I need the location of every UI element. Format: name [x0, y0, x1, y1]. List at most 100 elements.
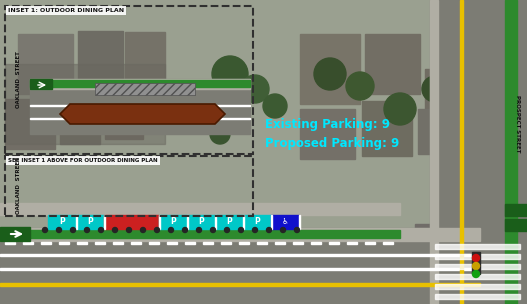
Circle shape [154, 227, 160, 233]
Bar [18, 34, 73, 94]
Bar [5, 6, 253, 154]
Bar [5, 99, 55, 149]
Circle shape [473, 254, 480, 261]
Circle shape [252, 227, 258, 233]
Bar [365, 242, 375, 244]
Text: P: P [254, 217, 260, 226]
Bar [30, 79, 250, 134]
Circle shape [141, 227, 145, 233]
Bar [76, 215, 104, 229]
Bar [167, 242, 177, 244]
Bar [239, 242, 249, 244]
Bar [30, 80, 250, 87]
Text: ♿: ♿ [281, 217, 288, 226]
Bar [440, 164, 495, 244]
Bar [300, 34, 360, 104]
Bar [0, 283, 480, 286]
Bar [0, 230, 400, 238]
Bar [418, 109, 463, 154]
Circle shape [56, 227, 62, 233]
Text: P: P [226, 217, 232, 226]
Bar [60, 96, 100, 144]
Text: P: P [87, 217, 93, 226]
Bar [105, 95, 143, 139]
Bar [104, 215, 159, 229]
Circle shape [197, 227, 201, 233]
Bar [76, 215, 77, 229]
Bar [159, 215, 160, 229]
Bar [0, 228, 480, 241]
Bar [0, 268, 480, 270]
Bar [203, 242, 213, 244]
Bar [472, 252, 480, 274]
Bar [0, 254, 480, 256]
Bar [505, 204, 527, 216]
Bar [430, 0, 527, 304]
Bar [187, 215, 188, 229]
Text: OAKLAND  STREET: OAKLAND STREET [16, 157, 22, 214]
Circle shape [314, 58, 346, 90]
Bar [329, 242, 339, 244]
Text: P: P [170, 217, 176, 226]
Text: P: P [198, 217, 204, 226]
Bar [95, 83, 195, 95]
Bar [215, 215, 243, 229]
Bar [159, 215, 187, 229]
Circle shape [188, 107, 212, 131]
Circle shape [169, 227, 173, 233]
Bar [435, 284, 520, 289]
Circle shape [295, 227, 299, 233]
Text: INSET 1: OUTDOOR DINING PLAN: INSET 1: OUTDOOR DINING PLAN [8, 8, 124, 13]
Circle shape [280, 227, 286, 233]
Circle shape [99, 227, 103, 233]
Bar [465, 99, 505, 149]
Bar [30, 118, 250, 119]
Bar [78, 31, 123, 86]
Bar [0, 203, 400, 215]
Circle shape [84, 227, 90, 233]
Circle shape [43, 227, 47, 233]
Bar [149, 242, 159, 244]
Bar [23, 242, 33, 244]
Circle shape [210, 124, 230, 144]
Bar [30, 79, 52, 89]
Bar [435, 294, 520, 299]
Bar [347, 242, 357, 244]
Circle shape [241, 75, 269, 103]
Bar [5, 64, 165, 144]
Bar [415, 224, 450, 274]
Bar [113, 242, 123, 244]
Bar [435, 264, 520, 269]
Bar [30, 105, 250, 106]
Bar [271, 215, 299, 229]
Bar [59, 242, 69, 244]
Bar [30, 79, 250, 89]
Circle shape [263, 94, 287, 118]
Bar [505, 0, 517, 304]
Text: OAKLAND  STREET: OAKLAND STREET [16, 52, 22, 109]
Circle shape [71, 227, 75, 233]
Bar [257, 242, 267, 244]
Bar [215, 215, 216, 229]
Circle shape [182, 227, 188, 233]
Bar [435, 274, 520, 279]
Bar [243, 215, 271, 229]
Bar [77, 242, 87, 244]
Bar [425, 69, 475, 124]
Bar [435, 254, 520, 259]
Circle shape [422, 76, 448, 102]
Text: P: P [59, 217, 65, 226]
Circle shape [225, 227, 229, 233]
Bar [5, 156, 253, 216]
Bar [435, 244, 520, 249]
Circle shape [126, 227, 132, 233]
Bar [131, 242, 141, 244]
Bar [505, 219, 527, 231]
Bar [275, 242, 285, 244]
Bar [271, 215, 272, 229]
Bar [185, 242, 195, 244]
Circle shape [384, 93, 416, 125]
Bar [311, 242, 321, 244]
Bar [460, 0, 463, 304]
Bar [221, 242, 231, 244]
